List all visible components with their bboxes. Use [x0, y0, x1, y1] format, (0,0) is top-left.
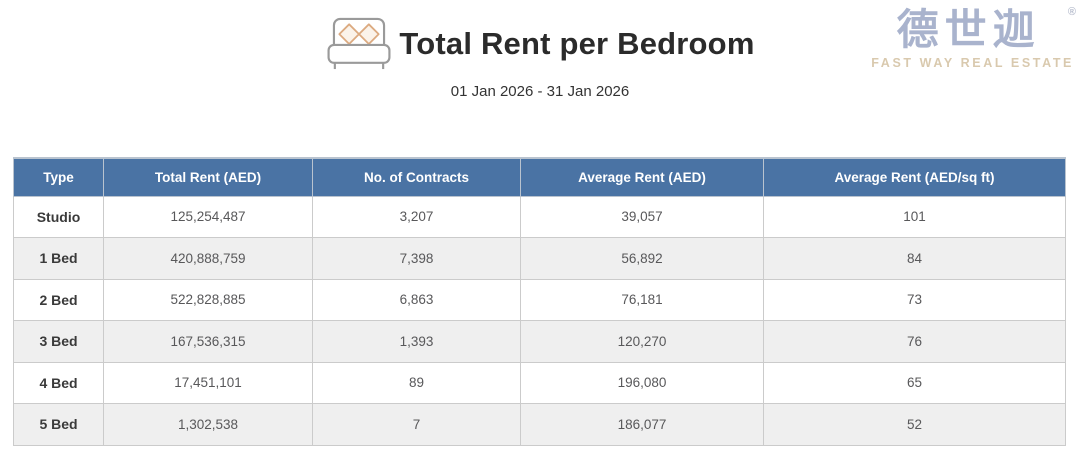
company-logo: 德世迦 ® FAST WAY REAL ESTATE: [871, 6, 1076, 71]
cell-contracts: 1,393: [312, 320, 521, 363]
cell-type: 2 Bed: [13, 278, 104, 321]
cell-avg-rent-sqft: 76: [763, 320, 1066, 363]
page-title: Total Rent per Bedroom: [399, 26, 755, 61]
cell-total-rent: 420,888,759: [103, 237, 313, 280]
cell-contracts: 7: [312, 403, 521, 446]
cell-avg-rent-sqft: 73: [763, 278, 1066, 321]
column-header-type: Type: [13, 157, 104, 197]
cell-total-rent: 17,451,101: [103, 361, 313, 404]
table-row: 2 Bed 522,828,885 6,863 76,181 73: [13, 278, 1066, 321]
table-body: Studio 125,254,487 3,207 39,057 101 1 Be…: [13, 195, 1066, 446]
cell-avg-rent-sqft: 52: [763, 403, 1066, 446]
column-header-avg-rent: Average Rent (AED): [520, 157, 764, 197]
bed-icon: [327, 17, 391, 70]
cell-total-rent: 1,302,538: [103, 403, 313, 446]
cell-type: 4 Bed: [13, 361, 104, 404]
cell-contracts: 6,863: [312, 278, 521, 321]
table-row: 1 Bed 420,888,759 7,398 56,892 84: [13, 237, 1066, 280]
cell-contracts: 3,207: [312, 195, 521, 238]
logo-chinese-text: 德世迦 ®: [896, 6, 1076, 53]
logo-tagline: FAST WAY REAL ESTATE: [871, 56, 1074, 71]
cell-total-rent: 522,828,885: [103, 278, 313, 321]
cell-avg-rent: 39,057: [520, 195, 764, 238]
table-row: 4 Bed 17,451,101 89 196,080 65: [13, 361, 1066, 404]
cell-type: 3 Bed: [13, 320, 104, 363]
cell-contracts: 89: [312, 361, 521, 404]
report-header: Total Rent per Bedroom: [0, 16, 1080, 72]
cell-avg-rent: 120,270: [520, 320, 764, 363]
column-header-avg-rent-sqft: Average Rent (AED/sq ft): [763, 157, 1066, 197]
registered-trademark-icon: ®: [1067, 6, 1076, 18]
table-row: 5 Bed 1,302,538 7 186,077 52: [13, 403, 1066, 446]
cell-avg-rent-sqft: 101: [763, 195, 1066, 238]
rent-per-bedroom-table: Type Total Rent (AED) No. of Contracts A…: [13, 157, 1066, 446]
cell-avg-rent-sqft: 65: [763, 361, 1066, 404]
cell-type: 5 Bed: [13, 403, 104, 446]
cell-avg-rent: 186,077: [520, 403, 764, 446]
cell-type: 1 Bed: [13, 237, 104, 280]
cell-total-rent: 167,536,315: [103, 320, 313, 363]
cell-avg-rent: 196,080: [520, 361, 764, 404]
cell-avg-rent: 56,892: [520, 237, 764, 280]
column-header-contracts: No. of Contracts: [312, 157, 521, 197]
table-header: Type Total Rent (AED) No. of Contracts A…: [13, 157, 1066, 197]
cell-avg-rent-sqft: 84: [763, 237, 1066, 280]
cell-total-rent: 125,254,487: [103, 195, 313, 238]
cell-avg-rent: 76,181: [520, 278, 764, 321]
table-row: Studio 125,254,487 3,207 39,057 101: [13, 195, 1066, 238]
table-row: 3 Bed 167,536,315 1,393 120,270 76: [13, 320, 1066, 363]
date-range: 01 Jan 2026 - 31 Jan 2026: [450, 83, 630, 100]
cell-type: Studio: [13, 195, 104, 238]
column-header-total-rent: Total Rent (AED): [103, 157, 313, 197]
header-row: Type Total Rent (AED) No. of Contracts A…: [13, 157, 1066, 197]
cell-contracts: 7,398: [312, 237, 521, 280]
